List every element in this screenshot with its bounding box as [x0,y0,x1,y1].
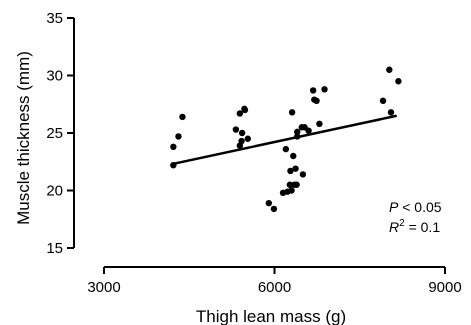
y-tick-label: 15 [46,240,63,257]
x-tick-label: 9000 [428,279,461,296]
data-point [175,133,182,140]
data-point [232,126,240,133]
data-point [282,145,290,153]
data-point [309,87,317,94]
r-squared-superscript: 2 [399,218,405,229]
data-point [238,137,245,145]
data-point [170,143,177,150]
data-point [179,113,186,121]
data-point [395,78,402,85]
r-squared-annotation: R2 = 0.1 [389,218,440,235]
data-point [236,110,244,117]
x-axis-label: Thigh lean mass (g) [196,307,346,325]
data-point [387,109,395,116]
data-point [241,106,249,114]
y-tick-label: 20 [46,183,63,200]
data-point [265,199,273,207]
y-axis: 15 20 25 30 35 [46,10,75,257]
y-tick-label: 25 [46,125,63,142]
x-tick-label: 3000 [87,279,120,296]
data-point [313,97,320,105]
data-point [290,152,297,160]
data-point [286,181,294,188]
data-point [288,109,296,116]
data-point [292,165,299,172]
data-point [238,129,246,137]
y-tick-label: 35 [46,10,63,27]
p-symbol: P [389,199,399,215]
regression-line-group [171,114,397,166]
y-axis-label: Muscle thickness (mm) [14,51,33,225]
x-tick-label: 6000 [258,279,291,296]
data-point [287,167,294,175]
data-point [379,97,387,105]
p-value-text: < 0.05 [398,199,441,215]
data-point [321,86,328,93]
data-point [299,171,307,178]
data-point [288,187,295,194]
data-point [270,205,278,213]
data-point [386,66,393,73]
data-point [294,128,301,136]
data-point [244,135,251,142]
p-value-annotation: P < 0.05 [389,199,442,215]
r-squared-value: = 0.1 [405,219,441,235]
data-point [316,120,323,128]
x-axis: 3000 6000 9000 [87,266,462,296]
regression-line [171,114,397,166]
data-point [305,127,312,134]
r-symbol: R [389,219,399,235]
data-point [293,181,300,188]
data-points [170,66,402,213]
y-tick-label: 30 [46,68,63,85]
